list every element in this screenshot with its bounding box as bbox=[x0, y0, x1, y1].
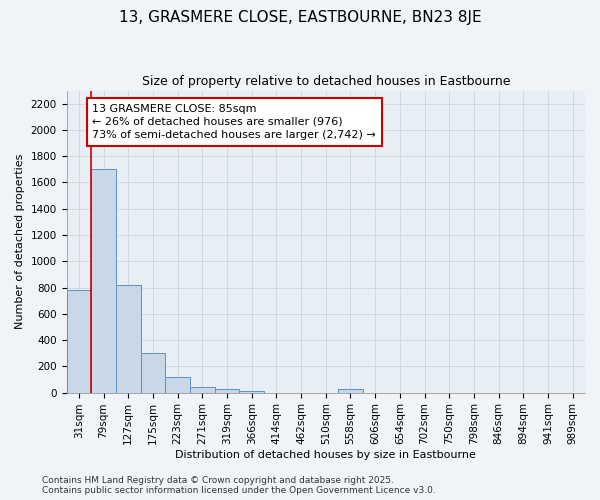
Text: 13, GRASMERE CLOSE, EASTBOURNE, BN23 8JE: 13, GRASMERE CLOSE, EASTBOURNE, BN23 8JE bbox=[119, 10, 481, 25]
Bar bbox=[91, 170, 116, 392]
Bar bbox=[116, 285, 140, 393]
Title: Size of property relative to detached houses in Eastbourne: Size of property relative to detached ho… bbox=[142, 75, 510, 88]
Bar bbox=[190, 388, 215, 392]
Bar bbox=[215, 388, 239, 392]
X-axis label: Distribution of detached houses by size in Eastbourne: Distribution of detached houses by size … bbox=[175, 450, 476, 460]
Text: Contains HM Land Registry data © Crown copyright and database right 2025.
Contai: Contains HM Land Registry data © Crown c… bbox=[42, 476, 436, 495]
Bar bbox=[165, 378, 190, 392]
Bar bbox=[140, 353, 165, 393]
Bar bbox=[67, 290, 91, 392]
Text: 13 GRASMERE CLOSE: 85sqm
← 26% of detached houses are smaller (976)
73% of semi-: 13 GRASMERE CLOSE: 85sqm ← 26% of detach… bbox=[92, 104, 376, 140]
Bar bbox=[338, 388, 363, 392]
Y-axis label: Number of detached properties: Number of detached properties bbox=[15, 154, 25, 330]
